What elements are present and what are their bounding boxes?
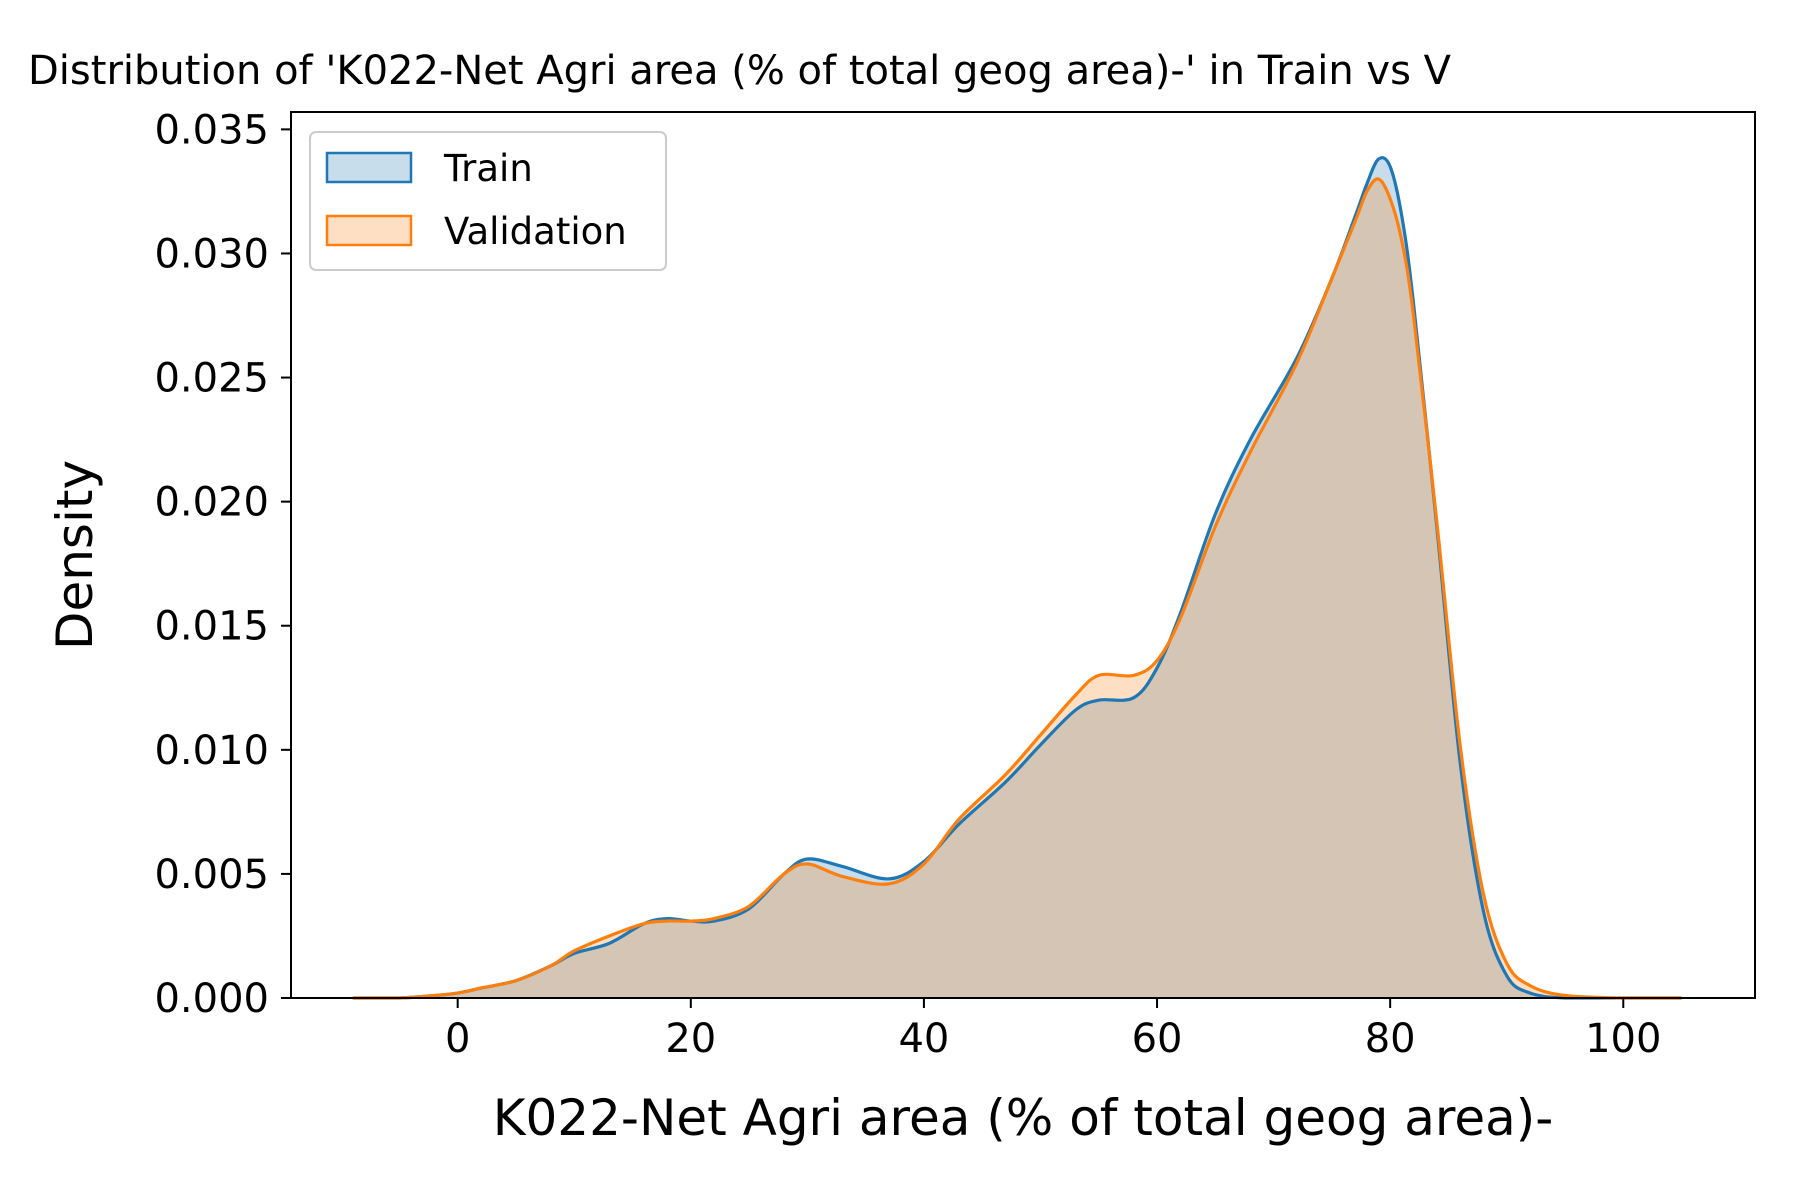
line-validation: [352, 177, 1682, 1000]
x-tick-label: 20: [665, 1016, 716, 1062]
area-validation: [352, 178, 1682, 999]
x-tick-label: 0: [445, 1016, 470, 1062]
x-tick-label: 80: [1365, 1016, 1416, 1062]
y-tick-label: 0.015: [154, 604, 269, 650]
x-tick-label: 40: [898, 1016, 949, 1062]
legend-swatch-validation: [325, 214, 413, 247]
legend-label-train: Train: [443, 147, 533, 190]
series-lines: [352, 156, 1682, 1000]
legend-swatch-train: [325, 151, 413, 184]
series-fills: [352, 157, 1682, 999]
x-tick-label: 100: [1585, 1016, 1661, 1062]
legend: Train Validation: [309, 131, 667, 271]
plot-frame: [290, 111, 1756, 999]
y-tick-label: 0.000: [154, 976, 269, 1022]
x-axis: 0 20 40 60 80 100: [445, 998, 1661, 1062]
y-tick-label: 0.035: [154, 107, 269, 153]
y-tick-label: 0.030: [154, 231, 269, 277]
x-tick-label: 60: [1132, 1016, 1183, 1062]
y-tick-label: 0.010: [154, 728, 269, 774]
y-tick-label: 0.025: [154, 356, 269, 402]
y-tick-label: 0.020: [154, 480, 269, 526]
y-axis: 0.000 0.005 0.010 0.015 0.020 0.025 0.030 0.035: [154, 107, 291, 1022]
x-axis-label: K022-Net Agri area (% of total geog area…: [493, 1089, 1554, 1147]
y-axis-label: Density: [46, 460, 104, 650]
chart-title: Distribution of 'K022-Net Agri area (% o…: [28, 48, 1452, 94]
y-tick-label: 0.005: [154, 852, 269, 898]
area-train: [352, 157, 1682, 998]
legend-label-validation: Validation: [444, 210, 627, 253]
legend-box: [309, 131, 667, 271]
